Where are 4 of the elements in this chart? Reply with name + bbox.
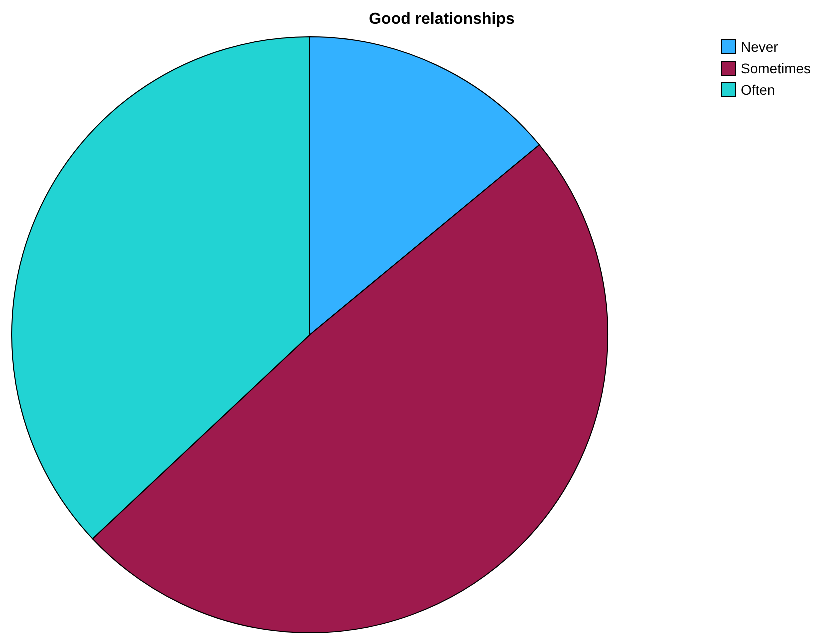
chart-title: Good relationships (369, 11, 515, 28)
legend-label: Never (741, 39, 779, 55)
legend-label: Often (741, 82, 776, 98)
legend-label: Sometimes (741, 60, 812, 76)
